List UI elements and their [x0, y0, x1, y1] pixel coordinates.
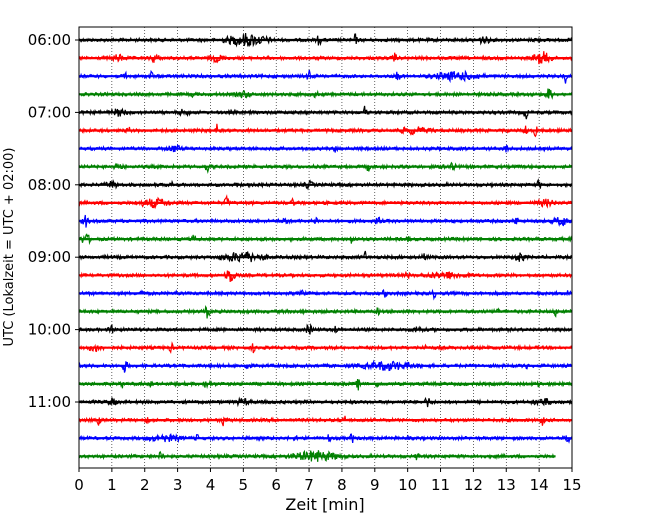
x-tick-label: 10 — [398, 476, 417, 494]
x-tick-label: 5 — [239, 476, 249, 494]
x-tick-label: 6 — [271, 476, 281, 494]
seismic-traces — [78, 32, 573, 462]
x-tick-label: 15 — [562, 476, 581, 494]
trace-row — [78, 341, 573, 355]
x-tick-label: 12 — [464, 476, 483, 494]
plot-frame — [78, 26, 573, 469]
trace-row — [78, 270, 573, 282]
trace-row — [78, 322, 573, 335]
trace-row — [78, 449, 556, 462]
x-tick-label: 14 — [530, 476, 549, 494]
trace-row — [78, 233, 573, 246]
trace-row — [78, 32, 573, 48]
trace-row — [78, 378, 573, 391]
trace-row — [78, 305, 572, 319]
trace-row — [78, 178, 573, 191]
seismic-trace — [78, 359, 572, 373]
y-tick-label: 11:00 — [28, 393, 71, 411]
trace-row — [78, 396, 573, 408]
trace-row — [78, 161, 573, 175]
y-tick-label: 06:00 — [28, 31, 71, 49]
trace-row — [78, 359, 572, 373]
x-tick-label: 3 — [173, 476, 183, 494]
trace-row — [78, 432, 573, 444]
trace-row — [78, 288, 573, 301]
x-tick-label: 13 — [497, 476, 516, 494]
x-axis-ticks: 0 1 2 3 4 5 6 7 8 9 10 11 12 13 14 15 — [74, 468, 582, 494]
y-tick-label: 09:00 — [28, 248, 71, 266]
trace-row — [78, 143, 573, 153]
trace-row — [78, 123, 573, 138]
trace-row — [78, 250, 573, 263]
x-tick-label: 9 — [370, 476, 380, 494]
x-tick-label: 1 — [107, 476, 117, 494]
y-tick-label: 10:00 — [28, 321, 71, 339]
trace-row — [78, 415, 573, 427]
x-tick-label: 0 — [74, 476, 84, 494]
y-tick-label: 08:00 — [28, 176, 71, 194]
x-axis-label: Zeit [min] — [285, 495, 364, 514]
x-tick-label: 4 — [206, 476, 216, 494]
x-tick-label: 2 — [140, 476, 150, 494]
trace-row — [78, 88, 573, 100]
trace-row — [78, 69, 573, 84]
trace-row — [78, 214, 573, 228]
x-tick-label: 11 — [431, 476, 450, 494]
trace-row — [78, 51, 573, 65]
y-tick-label: 07:00 — [28, 103, 71, 121]
trace-row — [78, 105, 573, 120]
trace-row — [78, 194, 573, 210]
x-tick-label: 7 — [304, 476, 314, 494]
x-tick-label: 8 — [337, 476, 347, 494]
y-axis-label: UTC (Lokalzeit = UTC + 02:00) — [2, 148, 17, 347]
y-axis-ticks: 06:00 07:00 08:00 09:00 10:00 11:00 — [28, 31, 79, 411]
